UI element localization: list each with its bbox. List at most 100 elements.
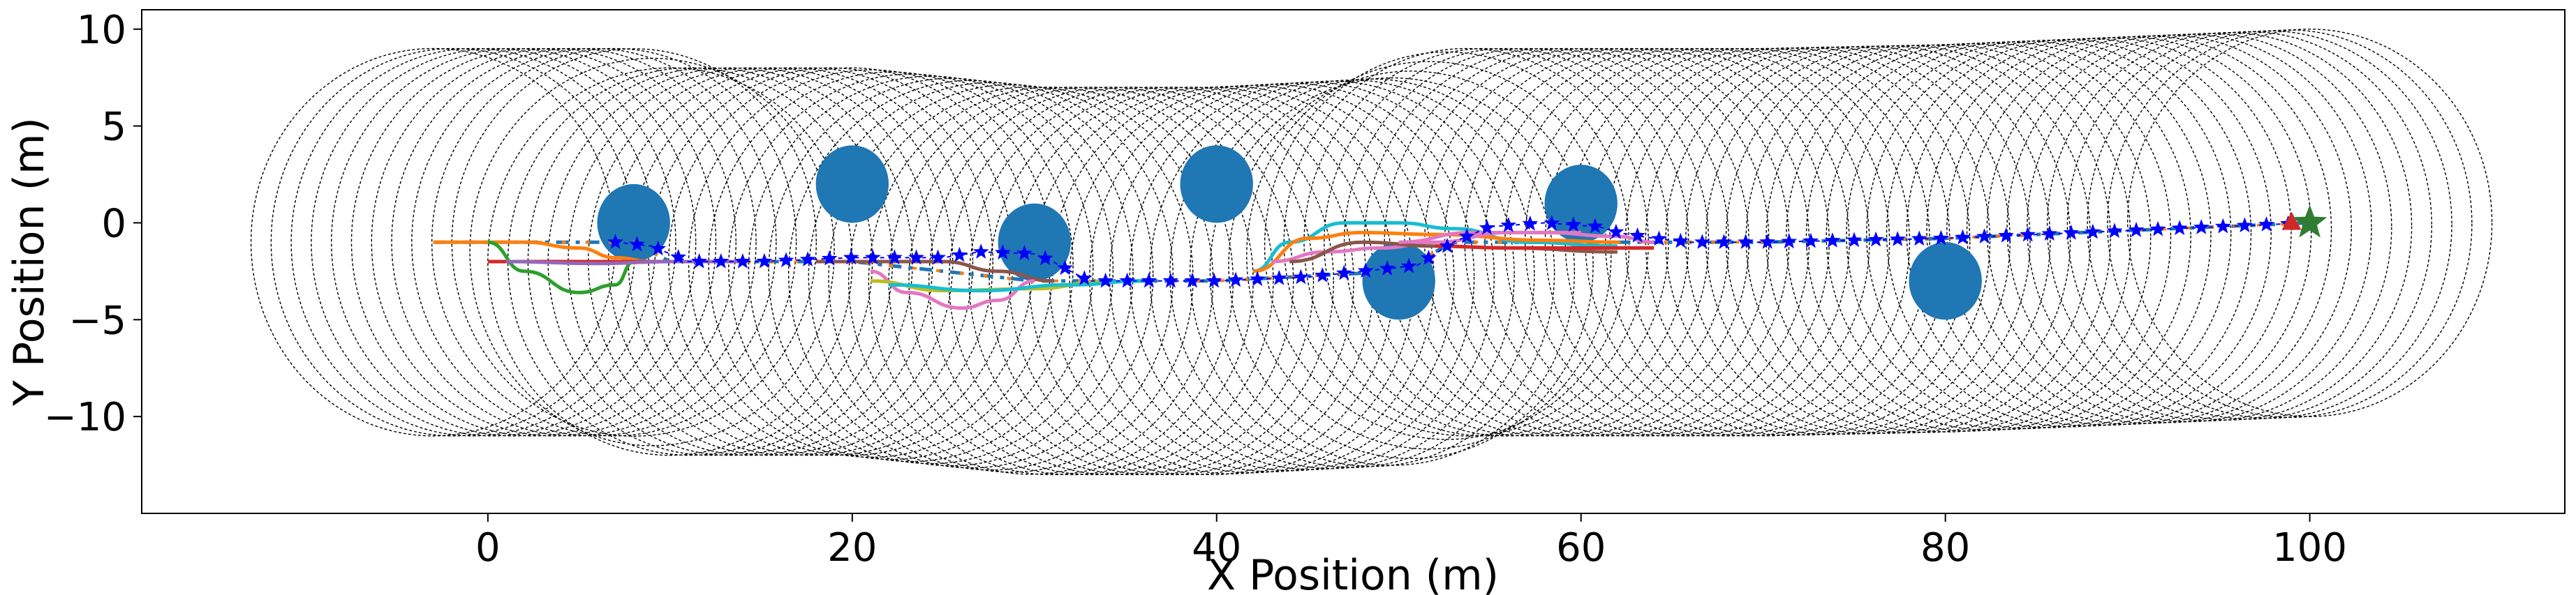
executed-star — [1759, 234, 1776, 249]
executed-star — [1119, 272, 1136, 288]
horizon-circle — [928, 86, 1294, 476]
executed-star — [1522, 215, 1539, 231]
executed-star — [1629, 227, 1645, 243]
horizon-circle — [1725, 45, 2092, 434]
horizon-circle — [1665, 46, 2031, 435]
horizon-circle — [469, 57, 835, 446]
executed-star — [2106, 223, 2123, 239]
horizon-circle — [431, 47, 797, 437]
executed-star — [1846, 232, 1863, 248]
executed-star — [1867, 231, 1884, 247]
horizon-circle — [1264, 51, 1630, 440]
x-tick-label: 40 — [1192, 525, 1241, 571]
executed-star — [1293, 269, 1309, 285]
y-tick-label: 0 — [101, 201, 126, 246]
horizon-circle — [1564, 47, 1930, 437]
horizon-circle — [1363, 47, 1730, 437]
executed-star — [1458, 228, 1475, 243]
predicted-trajectories — [433, 220, 1655, 310]
horizon-circle — [1209, 77, 1576, 466]
executed-star — [1479, 219, 1495, 235]
executed-star — [650, 240, 667, 256]
x-tick-label: 60 — [1556, 525, 1606, 571]
executed-star — [1206, 272, 1222, 288]
executed-star — [670, 248, 687, 264]
predicted-trajectory — [815, 259, 1053, 283]
executed-star — [2041, 225, 2058, 241]
executed-star — [1141, 272, 1157, 288]
horizon-circle — [1544, 47, 1911, 437]
executed-star — [1716, 234, 1732, 249]
executed-star — [994, 244, 1011, 259]
y-axis-label: Y Position (m) — [5, 117, 54, 407]
executed-star — [2237, 217, 2253, 233]
executed-star — [1544, 215, 1560, 230]
obstacle — [1362, 242, 1435, 320]
horizon-circle — [708, 71, 1074, 460]
horizon-circle — [451, 48, 817, 437]
executed-star — [2171, 220, 2188, 236]
executed-star — [1400, 257, 1417, 273]
horizon-circle — [1228, 70, 1594, 460]
executed-star — [908, 249, 924, 265]
executed-star — [2214, 218, 2231, 234]
predicted-trajectory — [870, 269, 1035, 310]
executed-star — [1500, 217, 1517, 232]
executed-star — [2128, 222, 2145, 237]
end-marker — [2281, 211, 2302, 230]
executed-stars — [607, 214, 2318, 288]
executed-star — [1803, 232, 1819, 248]
axes: 0 20 40 60 80 100 10 5 0 −5 −10 — [44, 8, 2347, 571]
executed-star — [799, 251, 816, 266]
horizon-circle — [908, 86, 1274, 476]
executed-star — [2085, 223, 2101, 239]
executed-star — [1933, 229, 1949, 246]
x-tick-label: 0 — [475, 525, 501, 571]
horizon-circle — [350, 47, 717, 437]
horizon-circle — [2126, 29, 2493, 417]
executed-star — [843, 249, 859, 265]
executed-star — [1057, 259, 1073, 276]
executed-star — [952, 246, 968, 262]
executed-star — [1162, 272, 1179, 288]
executed-star — [1738, 234, 1754, 249]
horizon-circle — [847, 86, 1214, 475]
executed-star — [1587, 218, 1604, 234]
executed-star — [713, 253, 730, 269]
horizon-circle — [748, 75, 1114, 465]
executed-star — [1824, 232, 1841, 248]
executed-star — [1271, 270, 1287, 285]
executed-star — [1651, 230, 1667, 246]
horizon-circle — [371, 47, 736, 437]
executed-star — [1314, 267, 1331, 283]
predicted-trajectory — [1252, 230, 1618, 273]
executed-star — [2063, 225, 2080, 240]
horizon-circle — [728, 73, 1094, 462]
x-axis-label: X Position (m) — [1207, 551, 1499, 595]
horizon-circle — [1246, 61, 1612, 450]
horizon-circle — [948, 86, 1315, 476]
executed-star — [1016, 245, 1032, 261]
executed-star — [1097, 272, 1113, 288]
executed-star — [821, 250, 838, 266]
horizon-circle — [768, 77, 1134, 467]
executed-star — [1184, 272, 1201, 288]
executed-star — [1955, 229, 1971, 245]
x-tick-label: 100 — [2272, 525, 2347, 571]
executed-star — [2020, 226, 2036, 242]
horizon-circle — [1484, 47, 1850, 437]
predicted-trajectory — [1252, 220, 1618, 273]
executed-star — [1357, 262, 1374, 278]
executed-star — [930, 249, 946, 265]
executed-star — [2193, 219, 2209, 234]
executed-star — [1911, 230, 1927, 246]
executed-star — [691, 253, 708, 269]
executed-star — [1694, 234, 1710, 249]
executed-star — [1335, 264, 1352, 280]
horizon-circle — [1524, 47, 1890, 437]
x-tick-label: 20 — [827, 525, 877, 571]
executed-star — [1608, 223, 1624, 239]
horizon-circle — [1605, 47, 1971, 436]
y-tick-label: −5 — [68, 298, 126, 343]
goal-star — [2292, 204, 2327, 238]
